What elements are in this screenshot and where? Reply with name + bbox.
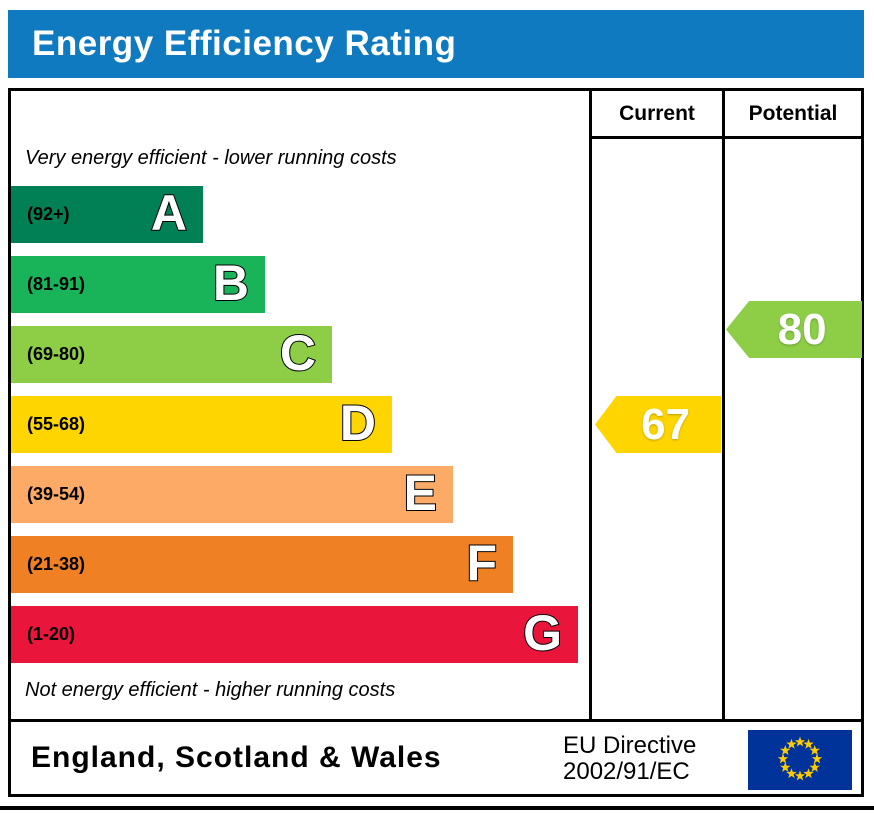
eu-flag-icon	[748, 730, 852, 790]
band-c: (69-80) C	[11, 326, 332, 383]
current-column-divider	[589, 91, 592, 719]
column-header-underline	[589, 136, 861, 139]
region-label: England, Scotland & Wales	[31, 741, 442, 774]
band-c-range-label: (69-80)	[27, 344, 86, 364]
eu-directive-label: EU Directive 2002/91/EC	[563, 733, 696, 785]
bottom-note: Not energy efficient - higher running co…	[25, 679, 396, 701]
rating-table-inner: Current Potential Very energy efficient …	[11, 91, 862, 719]
band-a-letter: A	[150, 184, 188, 241]
rating-table: Current Potential Very energy efficient …	[8, 88, 864, 722]
band-f-range-label: (21-38)	[27, 554, 86, 574]
title-bar: Energy Efficiency Rating	[8, 10, 864, 78]
top-note: Very energy efficient - lower running co…	[25, 147, 397, 169]
column-header-current: Current	[619, 102, 695, 125]
potential-rating-value: 80	[777, 304, 827, 354]
band-e: (39-54) E	[11, 466, 453, 523]
current-rating-arrow: 67	[595, 396, 721, 453]
band-g-letter: G	[522, 604, 563, 661]
band-a-range-label: (92+)	[27, 204, 70, 224]
page-title: Energy Efficiency Rating	[32, 24, 457, 63]
current-rating-value: 67	[641, 399, 691, 449]
band-a: (92+) A	[11, 186, 203, 243]
band-c-letter: C	[279, 324, 317, 381]
footer-bar: England, Scotland & Wales EU Directive 2…	[8, 719, 864, 797]
band-b-range-label: (81-91)	[27, 274, 86, 294]
eu-directive-line1: EU Directive	[563, 732, 697, 759]
potential-rating-arrow: 80	[726, 301, 862, 358]
band-f-letter: F	[465, 534, 498, 591]
band-d-range-label: (55-68)	[27, 414, 86, 434]
band-f: (21-38) F	[11, 536, 513, 593]
band-d: (55-68) D	[11, 396, 392, 453]
band-g: (1-20) G	[11, 606, 578, 663]
bottom-border-rule	[0, 806, 874, 810]
band-g-range-label: (1-20)	[27, 624, 76, 644]
eu-directive-line2: 2002/91/EC	[563, 758, 690, 785]
band-e-range-label: (39-54)	[27, 484, 86, 504]
band-b: (81-91) B	[11, 256, 265, 313]
potential-column-divider	[722, 91, 725, 719]
band-e-letter: E	[403, 464, 438, 521]
band-b-letter: B	[212, 254, 250, 311]
band-d-letter: D	[339, 394, 377, 451]
column-header-potential: Potential	[748, 102, 838, 125]
